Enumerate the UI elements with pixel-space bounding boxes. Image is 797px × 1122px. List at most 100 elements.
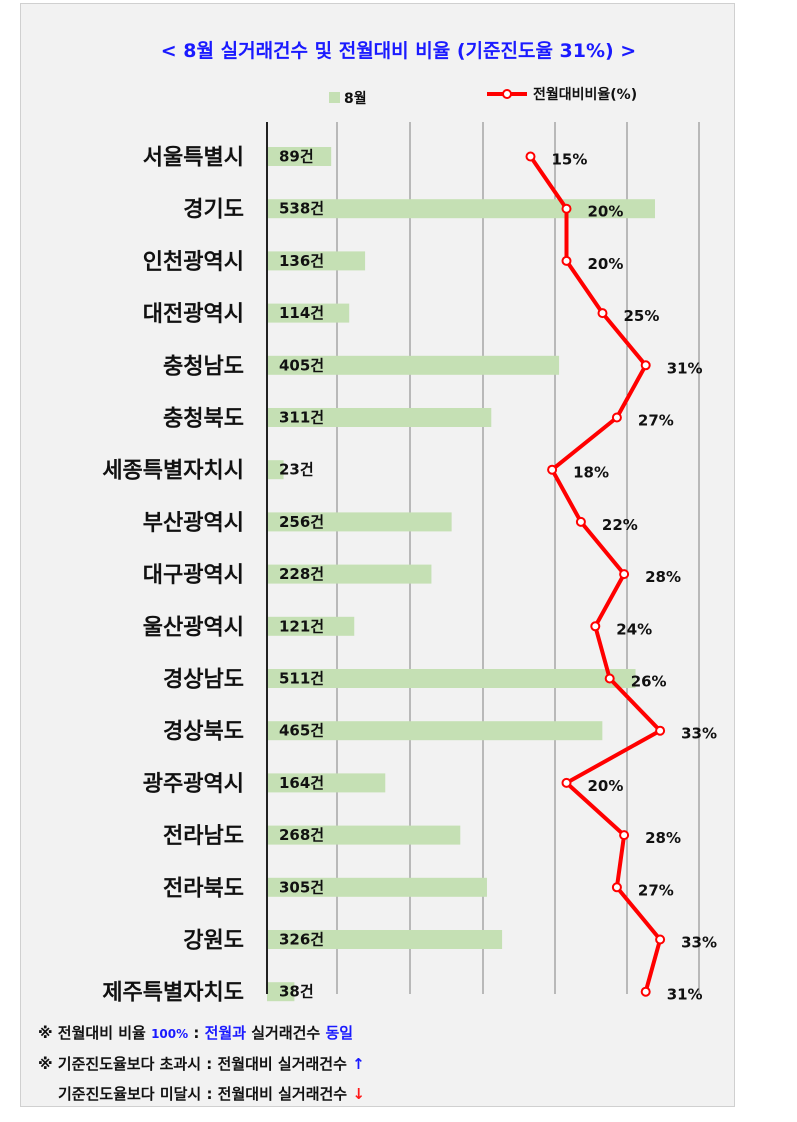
chart-frame (20, 3, 735, 1107)
ratio-point (611, 882, 622, 893)
arrow-up-icon: ↑ (352, 1055, 365, 1073)
category-label: 광주광역시 (143, 772, 244, 797)
note-1-colon: : (188, 1024, 205, 1042)
bar (267, 773, 386, 793)
ratio-value-label: 31% (667, 359, 703, 377)
ratio-value-label: 27% (638, 412, 674, 430)
category-label: 전라남도 (163, 824, 244, 849)
legend-line-label: 전월대비비율(%) (533, 86, 637, 103)
ratio-value-label: 25% (624, 307, 660, 325)
category-label: 부산광역시 (143, 511, 244, 536)
bar-value-label: 268건 (279, 826, 324, 844)
category-label: 대구광역시 (143, 563, 244, 588)
bar-value-label: 538건 (279, 200, 324, 218)
ratio-point (611, 412, 622, 423)
bar-value-label: 511건 (279, 670, 324, 688)
category-label: 강원도 (183, 929, 244, 954)
category-label: 울산광역시 (143, 615, 244, 640)
bar-value-label: 305건 (279, 878, 324, 896)
ratio-point (575, 516, 586, 527)
ratio-point (590, 621, 601, 632)
bar (267, 564, 432, 584)
bar (267, 669, 636, 688)
arrow-down-icon: ↓ (352, 1085, 365, 1103)
bar (267, 147, 332, 166)
category-label: 대전광역시 (143, 302, 244, 327)
ratio-point (640, 986, 651, 997)
ratio-value-label: 27% (638, 881, 674, 899)
ratio-value-label: 28% (645, 568, 681, 586)
note-line-3: 기준진도율보다 미달시 : 전월대비 실거래건수 ↓ (38, 1079, 365, 1109)
ratio-value-label: 24% (616, 620, 652, 638)
note-3-text: 기준진도율보다 미달시 : 전월대비 실거래건수 (58, 1085, 353, 1103)
bar-value-label: 311건 (279, 409, 324, 427)
bar (267, 825, 461, 845)
bar (267, 512, 452, 532)
bar (267, 355, 560, 375)
bar-value-label: 228건 (279, 565, 324, 583)
note-line-2: ※ 기준진도율보다 초과시 : 전월대비 실거래건수 ↑ (38, 1049, 365, 1079)
bar (267, 721, 603, 741)
bar-value-label: 136건 (279, 252, 324, 270)
bar (267, 616, 355, 636)
ratio-value-label: 20% (588, 777, 624, 795)
category-label: 충청북도 (163, 407, 244, 432)
ratio-value-label: 31% (667, 986, 703, 1004)
category-label: 서울특별시 (143, 146, 244, 171)
bar (267, 877, 487, 897)
ratio-value-label: 22% (602, 516, 638, 534)
legend-bar-swatch (329, 92, 340, 103)
note-1-percent: 100% (151, 1027, 189, 1041)
bar-value-label: 256건 (279, 513, 324, 531)
category-label: 경상북도 (163, 720, 244, 745)
bar (267, 930, 503, 949)
category-label: 전라북도 (163, 876, 244, 901)
note-2-text: ※ 기준진도율보다 초과시 : 전월대비 실거래건수 (38, 1055, 353, 1073)
ratio-point (619, 830, 630, 841)
ratio-point (561, 777, 572, 788)
category-label: 인천광역시 (143, 250, 244, 275)
bar-value-label: 465건 (279, 722, 324, 740)
ratio-value-label: 26% (631, 673, 667, 691)
note-1-same: 동일 (325, 1024, 354, 1042)
ratio-point (597, 308, 608, 319)
ratio-point (547, 464, 558, 475)
ratio-point (561, 255, 572, 266)
ratio-point (655, 934, 666, 945)
ratio-line (528, 155, 663, 993)
bar-value-label: 23건 (279, 461, 314, 479)
note-1-prev-month: 전월과 (204, 1024, 246, 1042)
ratio-value-label: 20% (588, 203, 624, 221)
ratio-value-label: 33% (681, 934, 717, 952)
ratio-value-label: 28% (645, 829, 681, 847)
legend-bar-label: 8월 (344, 90, 367, 107)
ratio-value-label: 15% (552, 151, 588, 169)
ratio-point (604, 673, 615, 684)
ratio-point (561, 203, 572, 214)
ratio-value-label: 20% (588, 255, 624, 273)
category-label: 세종특별자치시 (102, 459, 244, 484)
category-label: 충청남도 (163, 354, 244, 379)
ratio-point (655, 725, 666, 736)
note-1-prefix: ※ 전월대비 비율 (38, 1024, 152, 1042)
bar-value-label: 164건 (279, 774, 324, 792)
bar (267, 408, 492, 427)
bar-value-label: 114건 (279, 304, 324, 322)
category-label: 경상남도 (163, 668, 244, 693)
note-1-count: 실거래건수 (246, 1024, 326, 1042)
bar (267, 982, 295, 1002)
ratio-point (619, 569, 630, 580)
ratio-value-label: 33% (681, 725, 717, 743)
bar (267, 460, 284, 480)
chart-title: < 8월 실거래건수 및 전월대비 비율 (기준진도율 31%) > (160, 40, 637, 62)
bar-value-label: 121건 (279, 617, 324, 635)
note-line-1: ※ 전월대비 비율 100% : 전월과 실거래건수 동일 (38, 1018, 365, 1049)
category-label: 제주특별자치도 (102, 981, 244, 1006)
bar-value-label: 326건 (279, 931, 324, 949)
bar-value-label: 38건 (279, 983, 314, 1001)
ratio-point (525, 151, 536, 162)
legend-line-marker (502, 89, 512, 99)
bar-value-label: 405건 (279, 356, 324, 374)
bar (267, 251, 366, 271)
